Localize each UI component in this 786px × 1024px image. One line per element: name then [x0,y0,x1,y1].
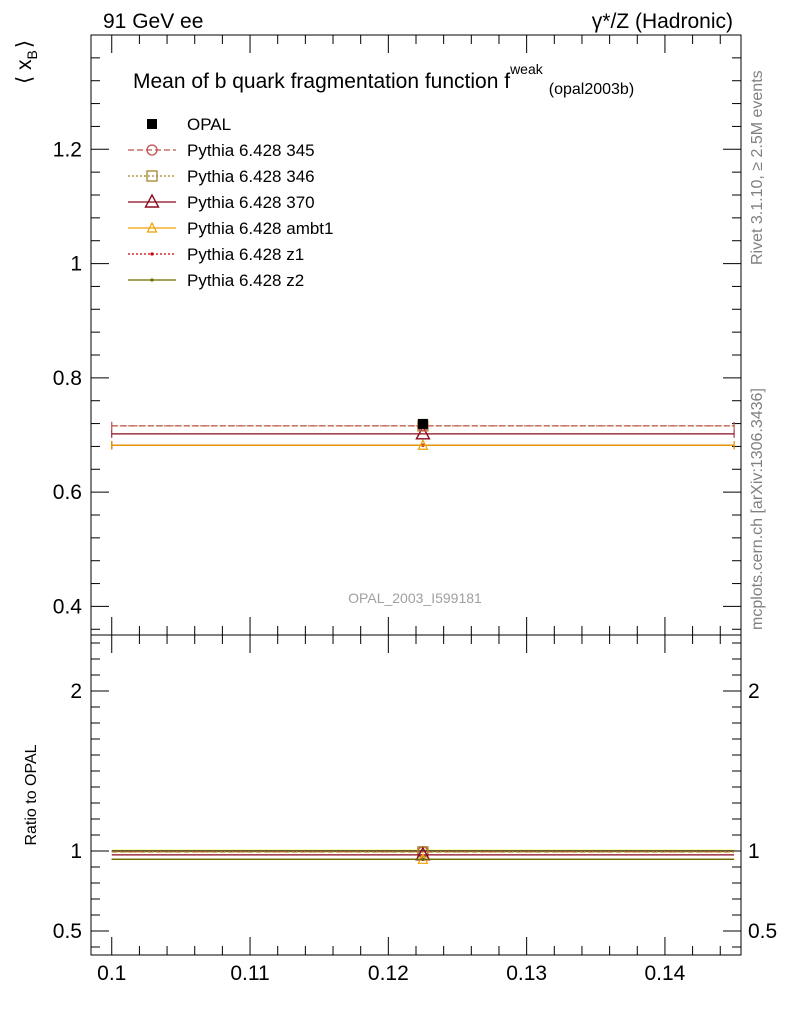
legend-label-ambt1: Pythia 6.428 ambt1 [187,219,333,238]
ylabel-close: ⟩ [13,40,36,48]
legend: OPAL Pythia 6.428 345 Pythia 6.428 346 Pyth… [128,115,333,290]
series-point-ambt1 [417,438,429,450]
legend-label-345: Pythia 6.428 345 [187,141,315,160]
legend-marker-346 [146,170,158,182]
side-label-rivet: Rivet 3.1.10, ≥ 2.5M events [749,70,766,265]
ylabel-open: ⟨ x [13,59,36,84]
chart-title-main: Mean of b quark fragmentation function f [133,70,510,93]
main-y-axis-label-text: ⟨ xB ⟩ [13,40,40,84]
ratio-panel: 0.5 0.5 1 1 2 2 0.1 0.11 0.12 0.13 0.14 Ratio to … [23,634,777,985]
legend-marker-ambt1 [146,221,158,233]
ratio-y-tick-label-right: 0.5 [748,920,777,943]
ratio-y-tick-label: 1 [70,840,82,863]
ylabel-sub: B [24,50,40,59]
ratio-y-axis-label: Ratio to OPAL [23,744,40,845]
y-tick-label: 1 [70,253,82,276]
y-tick-label: 0.4 [53,595,83,618]
y-tick-label: 0.8 [53,367,82,390]
legend-label-z1: Pythia 6.428 z1 [187,245,304,264]
series-point-370 [415,425,431,440]
legend-marker-345 [146,144,158,156]
x-tick-label: 0.1 [97,962,126,985]
x-tick-label: 0.11 [230,962,269,985]
header-left: 91 GeV ee [103,10,203,33]
chart-title: Mean of b quark fragmentation function f… [133,61,634,98]
ratio-y-tick-label: 0.5 [53,920,82,943]
series-point-OPAL [417,418,428,429]
legend-marker-z1 [150,252,154,256]
x-tick-label: 0.12 [368,962,409,985]
ratio-y-tick-label-right: 1 [748,840,760,863]
x-tick-label: 0.13 [506,962,547,985]
legend-marker-z2 [150,278,154,282]
chart-title-sup: weak [509,61,544,77]
main-panel: 0.4 0.6 0.8 1 1.2 Mean of b quark fragmentat… [13,34,742,636]
ratio-frame [90,634,742,956]
ratio-y-tick-label: 2 [70,680,82,703]
side-label-mcplots: mcplots.cern.ch [arXiv:1306.3436] [749,388,766,630]
legend-label-370: Pythia 6.428 370 [187,193,315,212]
legend-label-OPAL: OPAL [187,115,231,134]
ratio-y-tick-label-right: 2 [748,680,760,703]
legend-marker-370 [144,193,160,208]
y-tick-label: 1.2 [53,138,82,161]
legend-label-z2: Pythia 6.428 z2 [187,271,304,290]
legend-marker-OPAL [147,119,157,129]
header-right: γ*/Z (Hadronic) [592,10,733,33]
chart-title-sub: (opal2003b) [549,81,634,98]
x-tick-label: 0.14 [644,962,685,985]
ratio-point-z2 [421,857,425,861]
y-tick-label: 0.6 [53,481,82,504]
legend-label-346: Pythia 6.428 346 [187,167,315,186]
main-y-axis-label: ⟨ xB ⟩ [13,40,40,84]
watermark: OPAL_2003_I599181 [348,590,482,606]
